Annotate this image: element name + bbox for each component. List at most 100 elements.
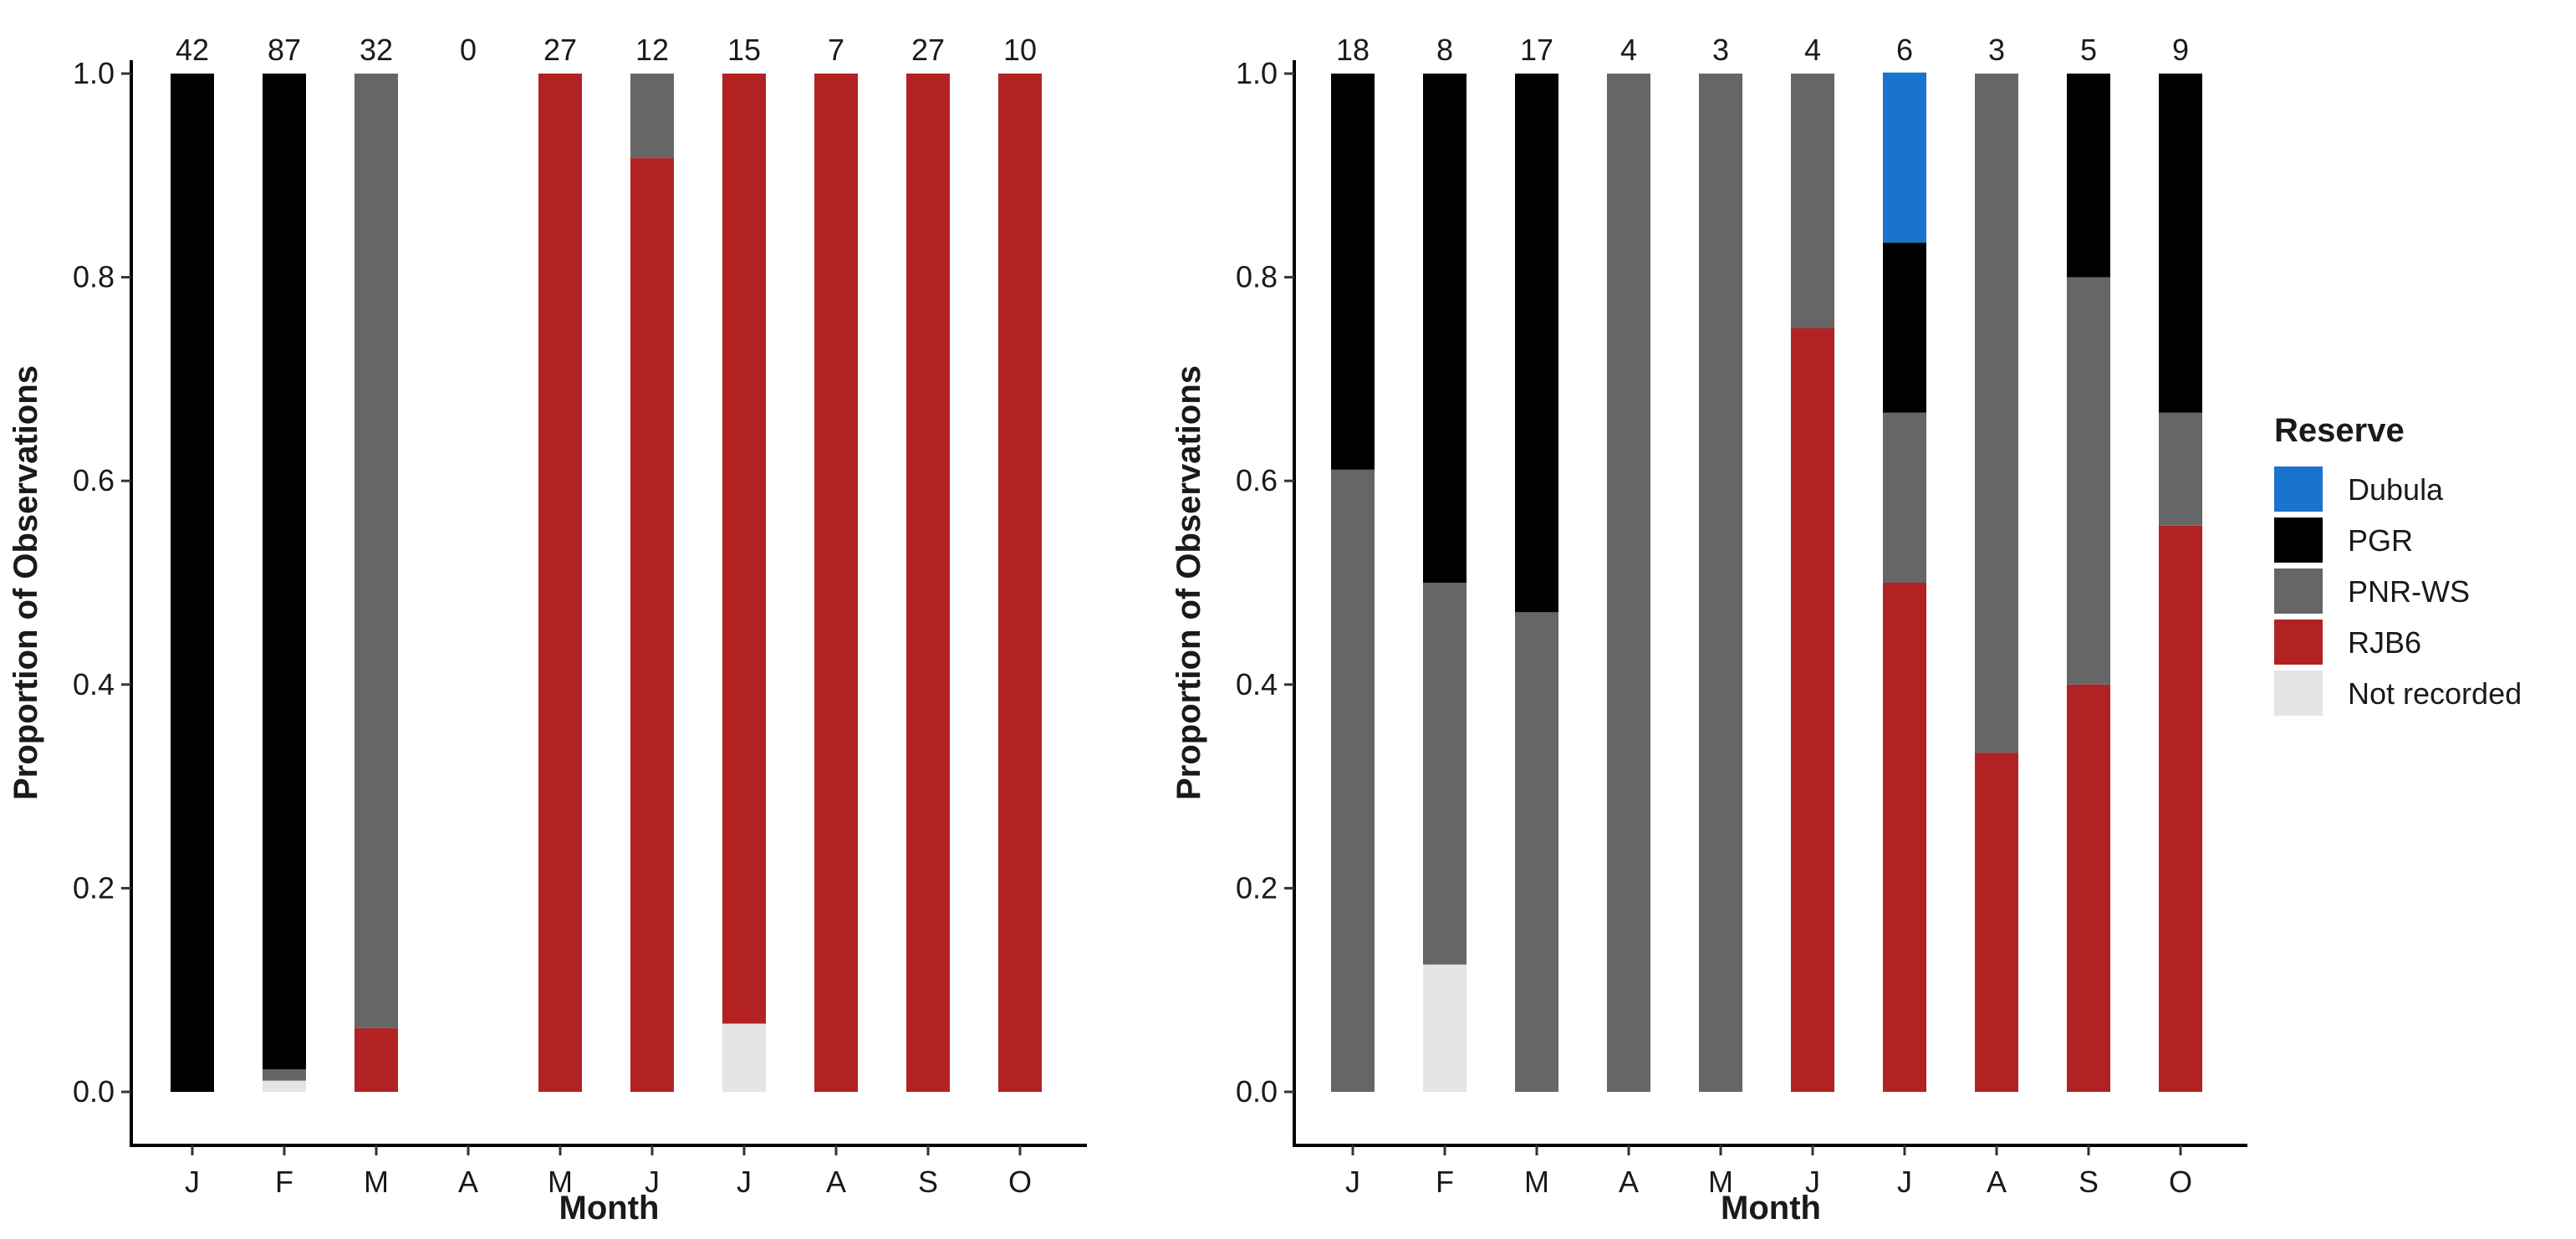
legend-swatch-pnr-ws bbox=[2274, 569, 2323, 614]
panel-1-x-tick-label: F bbox=[275, 1165, 293, 1199]
legend-label-dubula: Dubula bbox=[2348, 472, 2444, 507]
panel-1-x-tick-label: J bbox=[737, 1165, 752, 1199]
panel-1-count-label: 27 bbox=[543, 33, 577, 67]
panel-2-bar-7-rjb6 bbox=[1883, 583, 1926, 1092]
panel-1-bar-2-pgr bbox=[263, 74, 306, 1070]
panel-2-count-label: 4 bbox=[1804, 33, 1821, 67]
panel-2-x-tick-label: S bbox=[2079, 1165, 2099, 1199]
panel-2-bar-7-pnr-ws bbox=[1883, 412, 1926, 583]
panel-2-count-label: 3 bbox=[1988, 33, 2005, 67]
panel-2-bar-9-pgr bbox=[2067, 74, 2110, 278]
panel-2-x-axis-title: Month bbox=[1721, 1190, 1821, 1226]
panel-1-bar-9-rjb6 bbox=[906, 74, 950, 1092]
panel-1-x-tick-label: A bbox=[458, 1165, 478, 1199]
panel-2-count-label: 3 bbox=[1712, 33, 1729, 67]
panel-2-bar-7-dubula bbox=[1883, 72, 1926, 243]
legend-label-rjb6: RJB6 bbox=[2348, 625, 2421, 660]
legend-swatch-not-recorded bbox=[2274, 670, 2323, 716]
panel-1-x-tick-label: J bbox=[645, 1165, 660, 1199]
panel-2-x-tick-label: J bbox=[1897, 1165, 1912, 1199]
panel-2-count-label: 4 bbox=[1620, 33, 1637, 67]
panel-2-x-tick-label: J bbox=[1345, 1165, 1360, 1199]
panel-2-bar-1-pgr bbox=[1331, 74, 1375, 470]
panel-1-x-tick-label: M bbox=[364, 1165, 389, 1199]
panel-2-bar-7-pgr bbox=[1883, 242, 1926, 413]
legend-swatch-pgr bbox=[2274, 518, 2323, 563]
panel-2-bar-9-rjb6 bbox=[2067, 684, 2110, 1092]
panel-1-x-tick-label: O bbox=[1008, 1165, 1032, 1199]
panel-1-x-tick-label: J bbox=[185, 1165, 200, 1199]
panel-2-bar-10-pnr-ws bbox=[2159, 412, 2202, 526]
legend-swatch-dubula bbox=[2274, 467, 2323, 512]
panel-2-bar-6-rjb6 bbox=[1791, 328, 1834, 1092]
panel-2-count-label: 6 bbox=[1896, 33, 1913, 67]
panel-1-bar-1-pgr bbox=[171, 74, 214, 1092]
panel-1-bar-7-not-recorded bbox=[722, 1023, 766, 1092]
legend-title: Reserve bbox=[2274, 412, 2405, 449]
panel-1-count-label: 12 bbox=[635, 33, 669, 67]
panel-1-count-label: 0 bbox=[460, 33, 477, 67]
panel-1-y-tick-label: 0.0 bbox=[73, 1074, 115, 1109]
panel-2-y-tick-label: 0.0 bbox=[1236, 1074, 1278, 1109]
panel-1-bar-2-pnr-ws bbox=[263, 1069, 306, 1081]
panel-2-y-tick-label: 0.8 bbox=[1236, 260, 1278, 294]
panel-2-bar-8-pnr-ws bbox=[1975, 74, 2018, 753]
panel-2-x-tick-label: J bbox=[1805, 1165, 1820, 1199]
panel-2-y-tick-label: 1.0 bbox=[1236, 56, 1278, 90]
legend-label-pnr-ws: PNR-WS bbox=[2348, 574, 2470, 609]
panel-2-x-tick-label: F bbox=[1436, 1165, 1454, 1199]
panel-1-count-label: 42 bbox=[176, 33, 209, 67]
panel-2-bar-2-pgr bbox=[1423, 74, 1467, 583]
panel-2-bar-9-pnr-ws bbox=[2067, 277, 2110, 685]
panel-2-bar-2-not-recorded bbox=[1423, 964, 1467, 1092]
panel-2-bar-10-rjb6 bbox=[2159, 525, 2202, 1092]
panel-1-x-tick-label: S bbox=[918, 1165, 938, 1199]
panel-2-y-axis-title: Proportion of Observations bbox=[1171, 365, 1207, 800]
panel-1-y-tick-label: 0.6 bbox=[73, 463, 115, 497]
panel-2-y-tick-label: 0.4 bbox=[1236, 667, 1278, 701]
panel-2-bar-4-pnr-ws bbox=[1607, 74, 1650, 1092]
panel-2-bar-6-pnr-ws bbox=[1791, 74, 1834, 329]
panel-2-y-tick-label: 0.2 bbox=[1236, 870, 1278, 905]
panel-2-bar-3-pgr bbox=[1515, 74, 1558, 613]
panel-1-bar-3-pnr-ws bbox=[355, 74, 398, 1028]
panel-1-bar-10-rjb6 bbox=[998, 74, 1042, 1092]
panel-2-bar-2-pnr-ws bbox=[1423, 583, 1467, 965]
panel-1-x-tick-label: M bbox=[548, 1165, 573, 1199]
panel-2-count-label: 17 bbox=[1520, 33, 1553, 67]
panel-1-x-tick-label: A bbox=[826, 1165, 846, 1199]
panel-1-count-label: 7 bbox=[828, 33, 844, 67]
panel-1-y-axis-title: Proportion of Observations bbox=[8, 365, 44, 800]
panel-2-count-label: 9 bbox=[2172, 33, 2189, 67]
panel-2-bar-1-pnr-ws bbox=[1331, 469, 1375, 1092]
panel-2-x-tick-label: M bbox=[1524, 1165, 1549, 1199]
panel-1-bar-6-pnr-ws bbox=[630, 74, 674, 159]
panel-1-count-label: 32 bbox=[360, 33, 393, 67]
panel-1-y-tick-label: 0.4 bbox=[73, 667, 115, 701]
panel-1-bar-7-rjb6 bbox=[722, 74, 766, 1024]
panel-2-count-label: 5 bbox=[2080, 33, 2097, 67]
panel-1-y-tick-label: 0.2 bbox=[73, 870, 115, 905]
panel-2-x-tick-label: O bbox=[2169, 1165, 2192, 1199]
panel-1-count-label: 87 bbox=[268, 33, 301, 67]
panel-2-bar-3-pnr-ws bbox=[1515, 612, 1558, 1092]
panel-2-bar-8-rjb6 bbox=[1975, 752, 2018, 1092]
panel-2-count-label: 18 bbox=[1336, 33, 1370, 67]
panel-1-bar-6-rjb6 bbox=[630, 158, 674, 1092]
panel-1-bar-2-not-recorded bbox=[263, 1080, 306, 1092]
panel-1-count-label: 15 bbox=[727, 33, 761, 67]
panel-2-x-tick-label: A bbox=[1987, 1165, 2007, 1199]
panel-1-bar-5-rjb6 bbox=[538, 74, 582, 1092]
panel-1-count-label: 10 bbox=[1003, 33, 1037, 67]
panel-1-bar-3-rjb6 bbox=[355, 1027, 398, 1092]
panel-2-bar-10-pgr bbox=[2159, 74, 2202, 413]
panel-2-count-label: 8 bbox=[1436, 33, 1453, 67]
panel-1-y-tick-label: 0.8 bbox=[73, 260, 115, 294]
panel-1-bar-8-rjb6 bbox=[814, 74, 858, 1092]
panel-2-y-tick-label: 0.6 bbox=[1236, 463, 1278, 497]
panel-1-x-axis-title: Month bbox=[559, 1190, 660, 1226]
legend-label-not-recorded: Not recorded bbox=[2348, 676, 2522, 711]
panel-2-bar-5-pnr-ws bbox=[1699, 74, 1742, 1092]
